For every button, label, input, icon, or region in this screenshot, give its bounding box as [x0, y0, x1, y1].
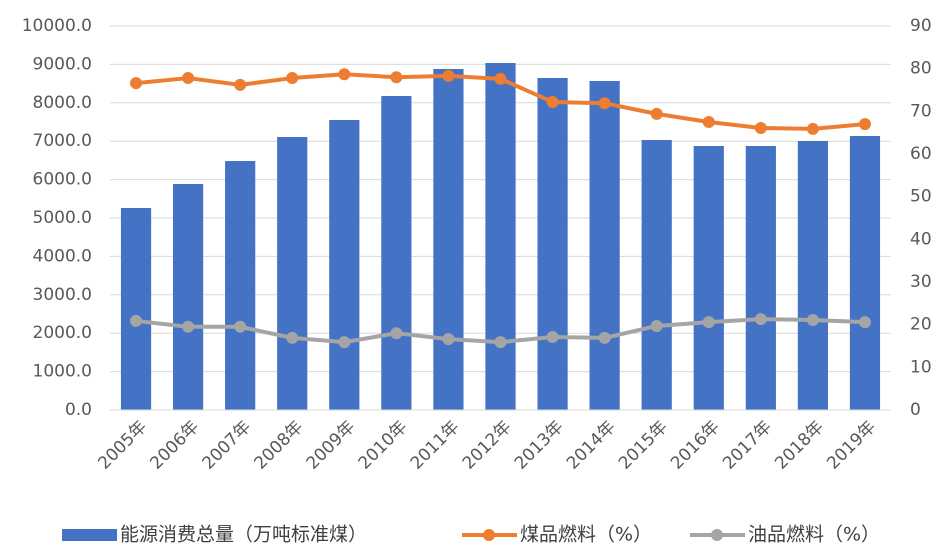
y2-tick-label: 40: [910, 229, 932, 249]
point: [806, 122, 819, 135]
bar: [537, 77, 568, 411]
legend-swatch: [711, 529, 723, 541]
point: [702, 316, 715, 329]
y-tick-label: 3000.0: [33, 285, 92, 305]
point: [286, 72, 299, 85]
point: [858, 316, 871, 329]
bar: [849, 136, 881, 411]
bar: [329, 120, 360, 410]
x-tick-label: 2011年: [407, 417, 464, 474]
point: [806, 313, 819, 326]
y2-tick-label: 10: [910, 357, 932, 377]
y-tick-label: 2000.0: [33, 323, 92, 343]
x-tick-label: 2007年: [198, 417, 255, 474]
point: [442, 333, 455, 346]
x-tick-label: 2018年: [771, 417, 828, 474]
legend-label: 能源消费总量（万吨标准煤）: [120, 524, 367, 546]
bar: [225, 161, 256, 410]
x-tick-label: 2017年: [719, 417, 776, 474]
point: [702, 116, 715, 128]
x-tick-label: 2015年: [615, 417, 672, 474]
y2-tick-label: 90: [910, 16, 932, 36]
x-tick-label: 2010年: [355, 417, 412, 474]
y2-tick-label: 60: [910, 144, 932, 164]
point: [754, 313, 767, 326]
point: [650, 107, 663, 120]
y-tick-label: 4000.0: [33, 246, 92, 266]
point: [338, 68, 351, 81]
point: [494, 336, 507, 349]
point: [546, 95, 559, 108]
point: [494, 72, 507, 85]
point: [390, 327, 403, 340]
point: [130, 77, 143, 90]
x-tick-label: 2012年: [459, 417, 516, 474]
point: [858, 118, 871, 131]
point: [234, 78, 247, 91]
y2-tick-label: 50: [910, 187, 932, 207]
bar: [589, 80, 620, 410]
point: [598, 331, 611, 344]
y2-tick-label: 20: [910, 315, 932, 335]
x-tick-label: 2016年: [667, 417, 724, 474]
bar: [277, 137, 308, 410]
bar: [485, 63, 516, 410]
y2-tick-label: 30: [910, 272, 932, 292]
x-tick-label: 2006年: [146, 417, 203, 474]
bar: [381, 96, 412, 410]
point: [390, 71, 403, 84]
x-tick-label: 2009年: [303, 417, 360, 474]
point: [546, 331, 559, 344]
y2-tick-label: 80: [910, 59, 932, 79]
y-tick-label: 10000.0: [22, 16, 92, 36]
y2-tick-label: 0: [910, 400, 921, 420]
y-tick-label: 0.0: [65, 400, 92, 420]
point: [338, 336, 351, 349]
bar: [693, 146, 724, 410]
point: [754, 121, 767, 134]
point: [286, 331, 299, 344]
x-tick-label: 2013年: [511, 417, 568, 474]
point: [650, 319, 663, 332]
y-tick-label: 8000.0: [33, 93, 92, 113]
y-tick-label: 7000.0: [33, 131, 92, 151]
point: [234, 320, 247, 333]
y-tick-label: 1000.0: [33, 362, 92, 382]
bar: [173, 184, 204, 410]
bar: [120, 208, 152, 410]
point: [182, 320, 195, 333]
legend-swatch: [62, 529, 117, 541]
y-tick-label: 5000.0: [33, 208, 92, 228]
point: [598, 97, 611, 110]
legend-label: 油品燃料（%）: [748, 524, 880, 546]
bar: [797, 141, 828, 410]
y2-tick-label: 70: [910, 101, 932, 121]
legend-swatch: [483, 529, 495, 541]
x-tick-label: 2008年: [251, 417, 308, 474]
point: [182, 72, 195, 85]
x-tick-label: 2019年: [823, 417, 880, 474]
point: [442, 69, 455, 82]
bar: [745, 146, 776, 410]
y-tick-label: 6000.0: [33, 170, 92, 190]
y-tick-label: 9000.0: [33, 54, 92, 74]
bar: [641, 140, 672, 411]
x-tick-label: 2014年: [563, 417, 620, 474]
bar: [433, 69, 464, 411]
legend-label: 煤品燃料（%）: [520, 524, 652, 546]
x-tick-label: 2005年: [94, 417, 151, 474]
point: [130, 314, 143, 327]
